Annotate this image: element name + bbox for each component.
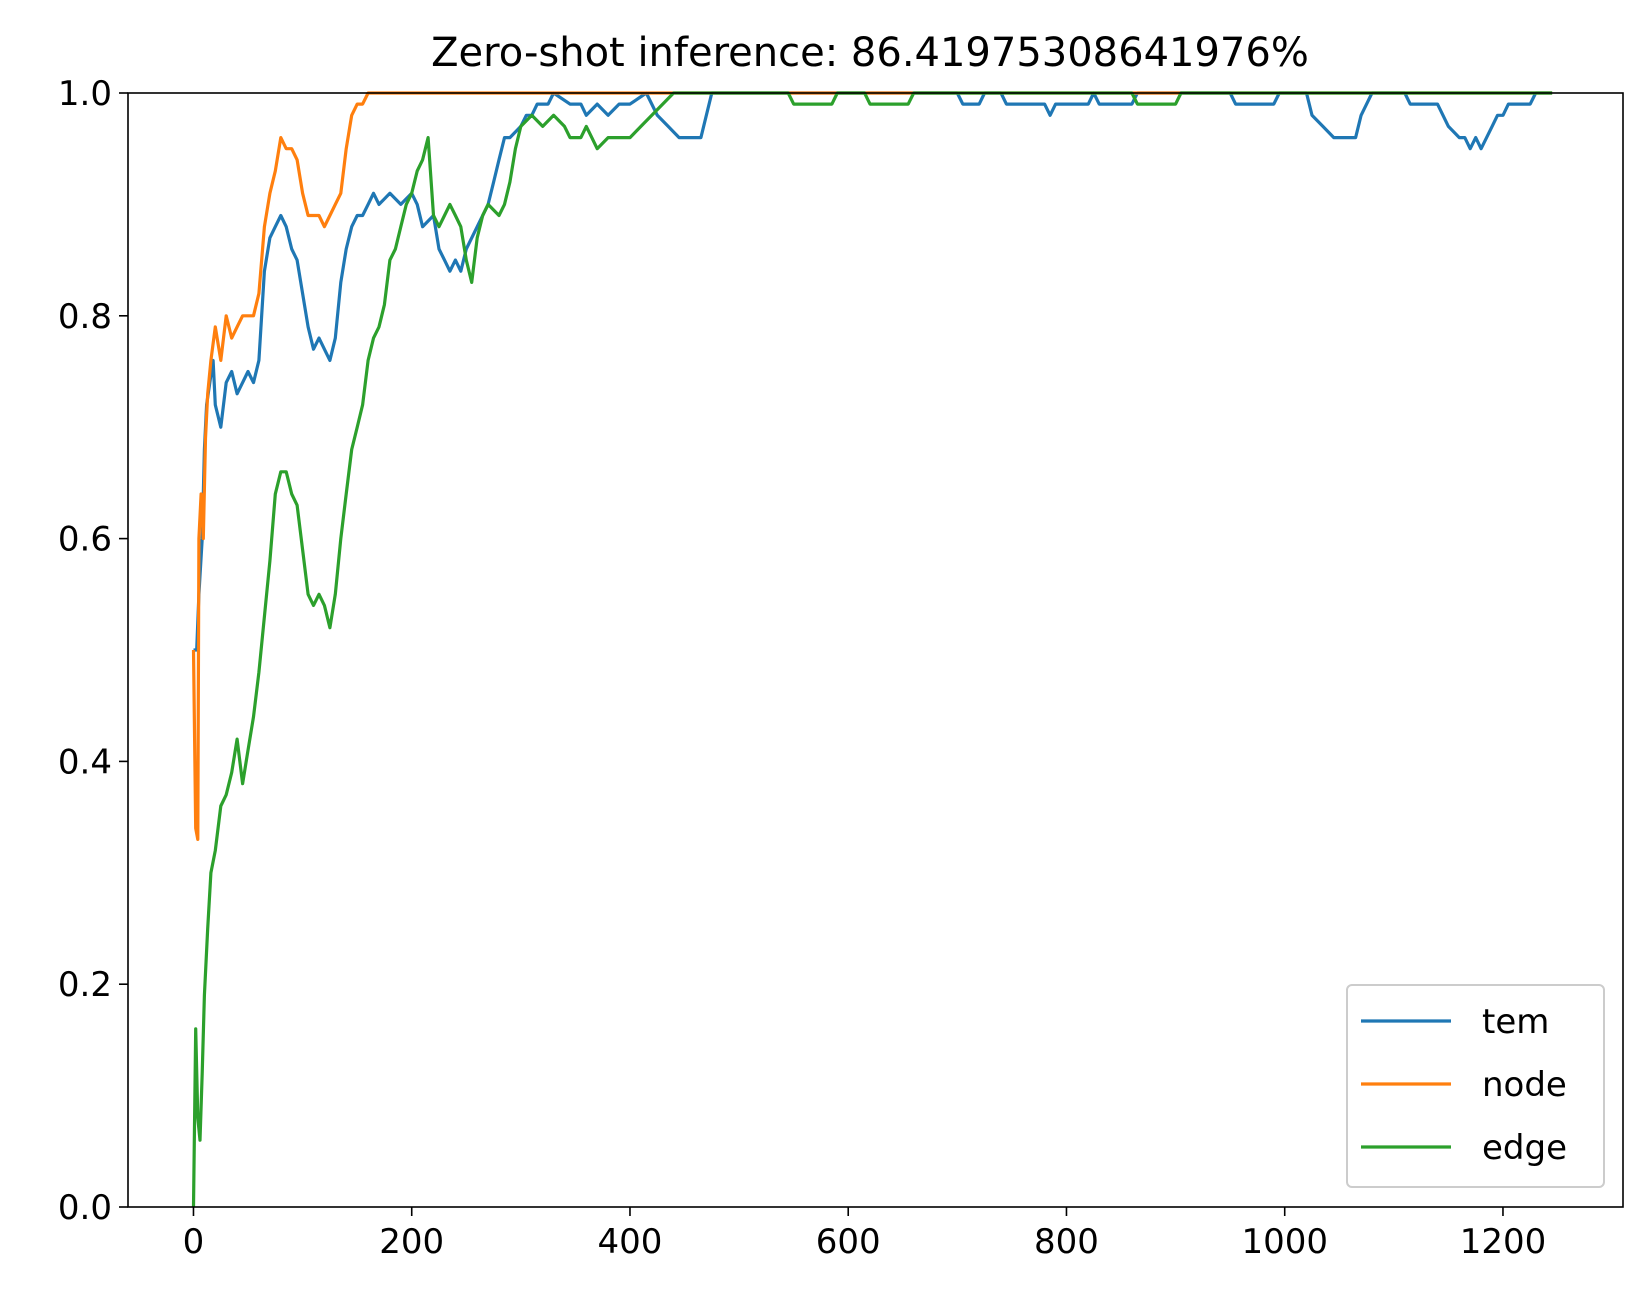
x-tick-label: 0 [183, 1222, 205, 1262]
series-line-tem [193, 91, 1553, 652]
legend-label-edge: edge [1482, 1128, 1567, 1168]
series-line-node [191, 91, 1553, 841]
y-tick-label: 0.4 [58, 742, 112, 782]
legend-label-tem: tem [1482, 1002, 1549, 1042]
legend-box [1346, 984, 1605, 1188]
axes-layer: 0 200 400 600 800 1000 1200 0.0 0.2 0.4 0.6 0.8 1.0 [58, 74, 1624, 1262]
x-tick-label: 1000 [1241, 1222, 1328, 1262]
x-tick-label: 1200 [1460, 1222, 1547, 1262]
x-tick-label: 200 [379, 1222, 444, 1262]
y-tick-label: 0.8 [58, 297, 112, 337]
y-tick-label: 0.6 [58, 520, 112, 560]
x-tick-label: 600 [816, 1222, 881, 1262]
legend-label-node: node [1482, 1065, 1567, 1105]
axes-frame [127, 92, 1624, 1208]
series-layer [191, 91, 1553, 1208]
series-line-edge [191, 91, 1553, 1208]
y-tick-label: 0.0 [58, 1188, 112, 1228]
x-tick-label: 800 [1034, 1222, 1099, 1262]
x-tick-label: 400 [598, 1222, 663, 1262]
chart-title: Zero-shot inference: 86.41975308641976% [431, 30, 1309, 76]
y-tick-label: 1.0 [58, 74, 112, 114]
legend: tem node edge [1346, 984, 1605, 1188]
y-tick-label: 0.2 [58, 965, 112, 1005]
